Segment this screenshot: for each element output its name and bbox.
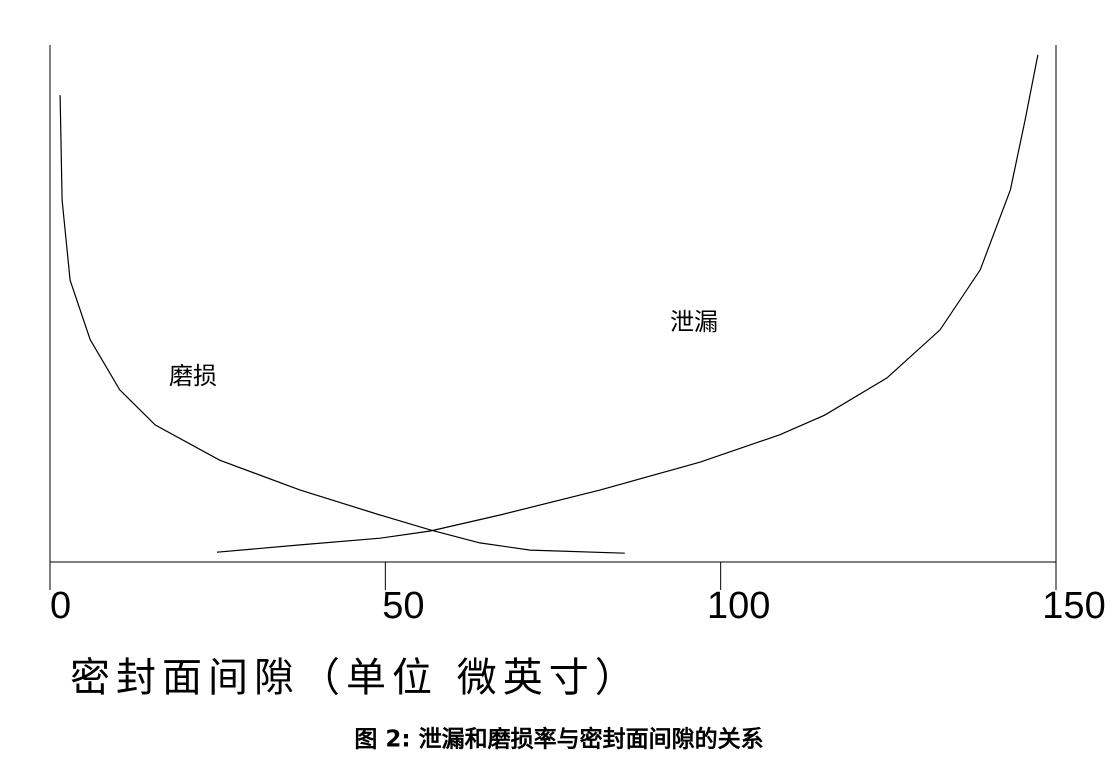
x-axis-label: 密封面间隙（单位 微英寸）	[70, 655, 641, 701]
line	[59, 95, 625, 554]
caption: 图 2: 泄漏和磨损率与密封面间隙的关系	[354, 726, 763, 753]
line	[216, 54, 1039, 553]
x-tick-label: 50	[382, 585, 424, 627]
curve-label: 泄漏	[670, 308, 718, 336]
x-tick-label: 0	[50, 585, 71, 627]
curve-label: 磨损	[169, 362, 217, 390]
x-tick-label: 100	[707, 585, 770, 627]
x-tick-label: 150	[1042, 585, 1105, 627]
